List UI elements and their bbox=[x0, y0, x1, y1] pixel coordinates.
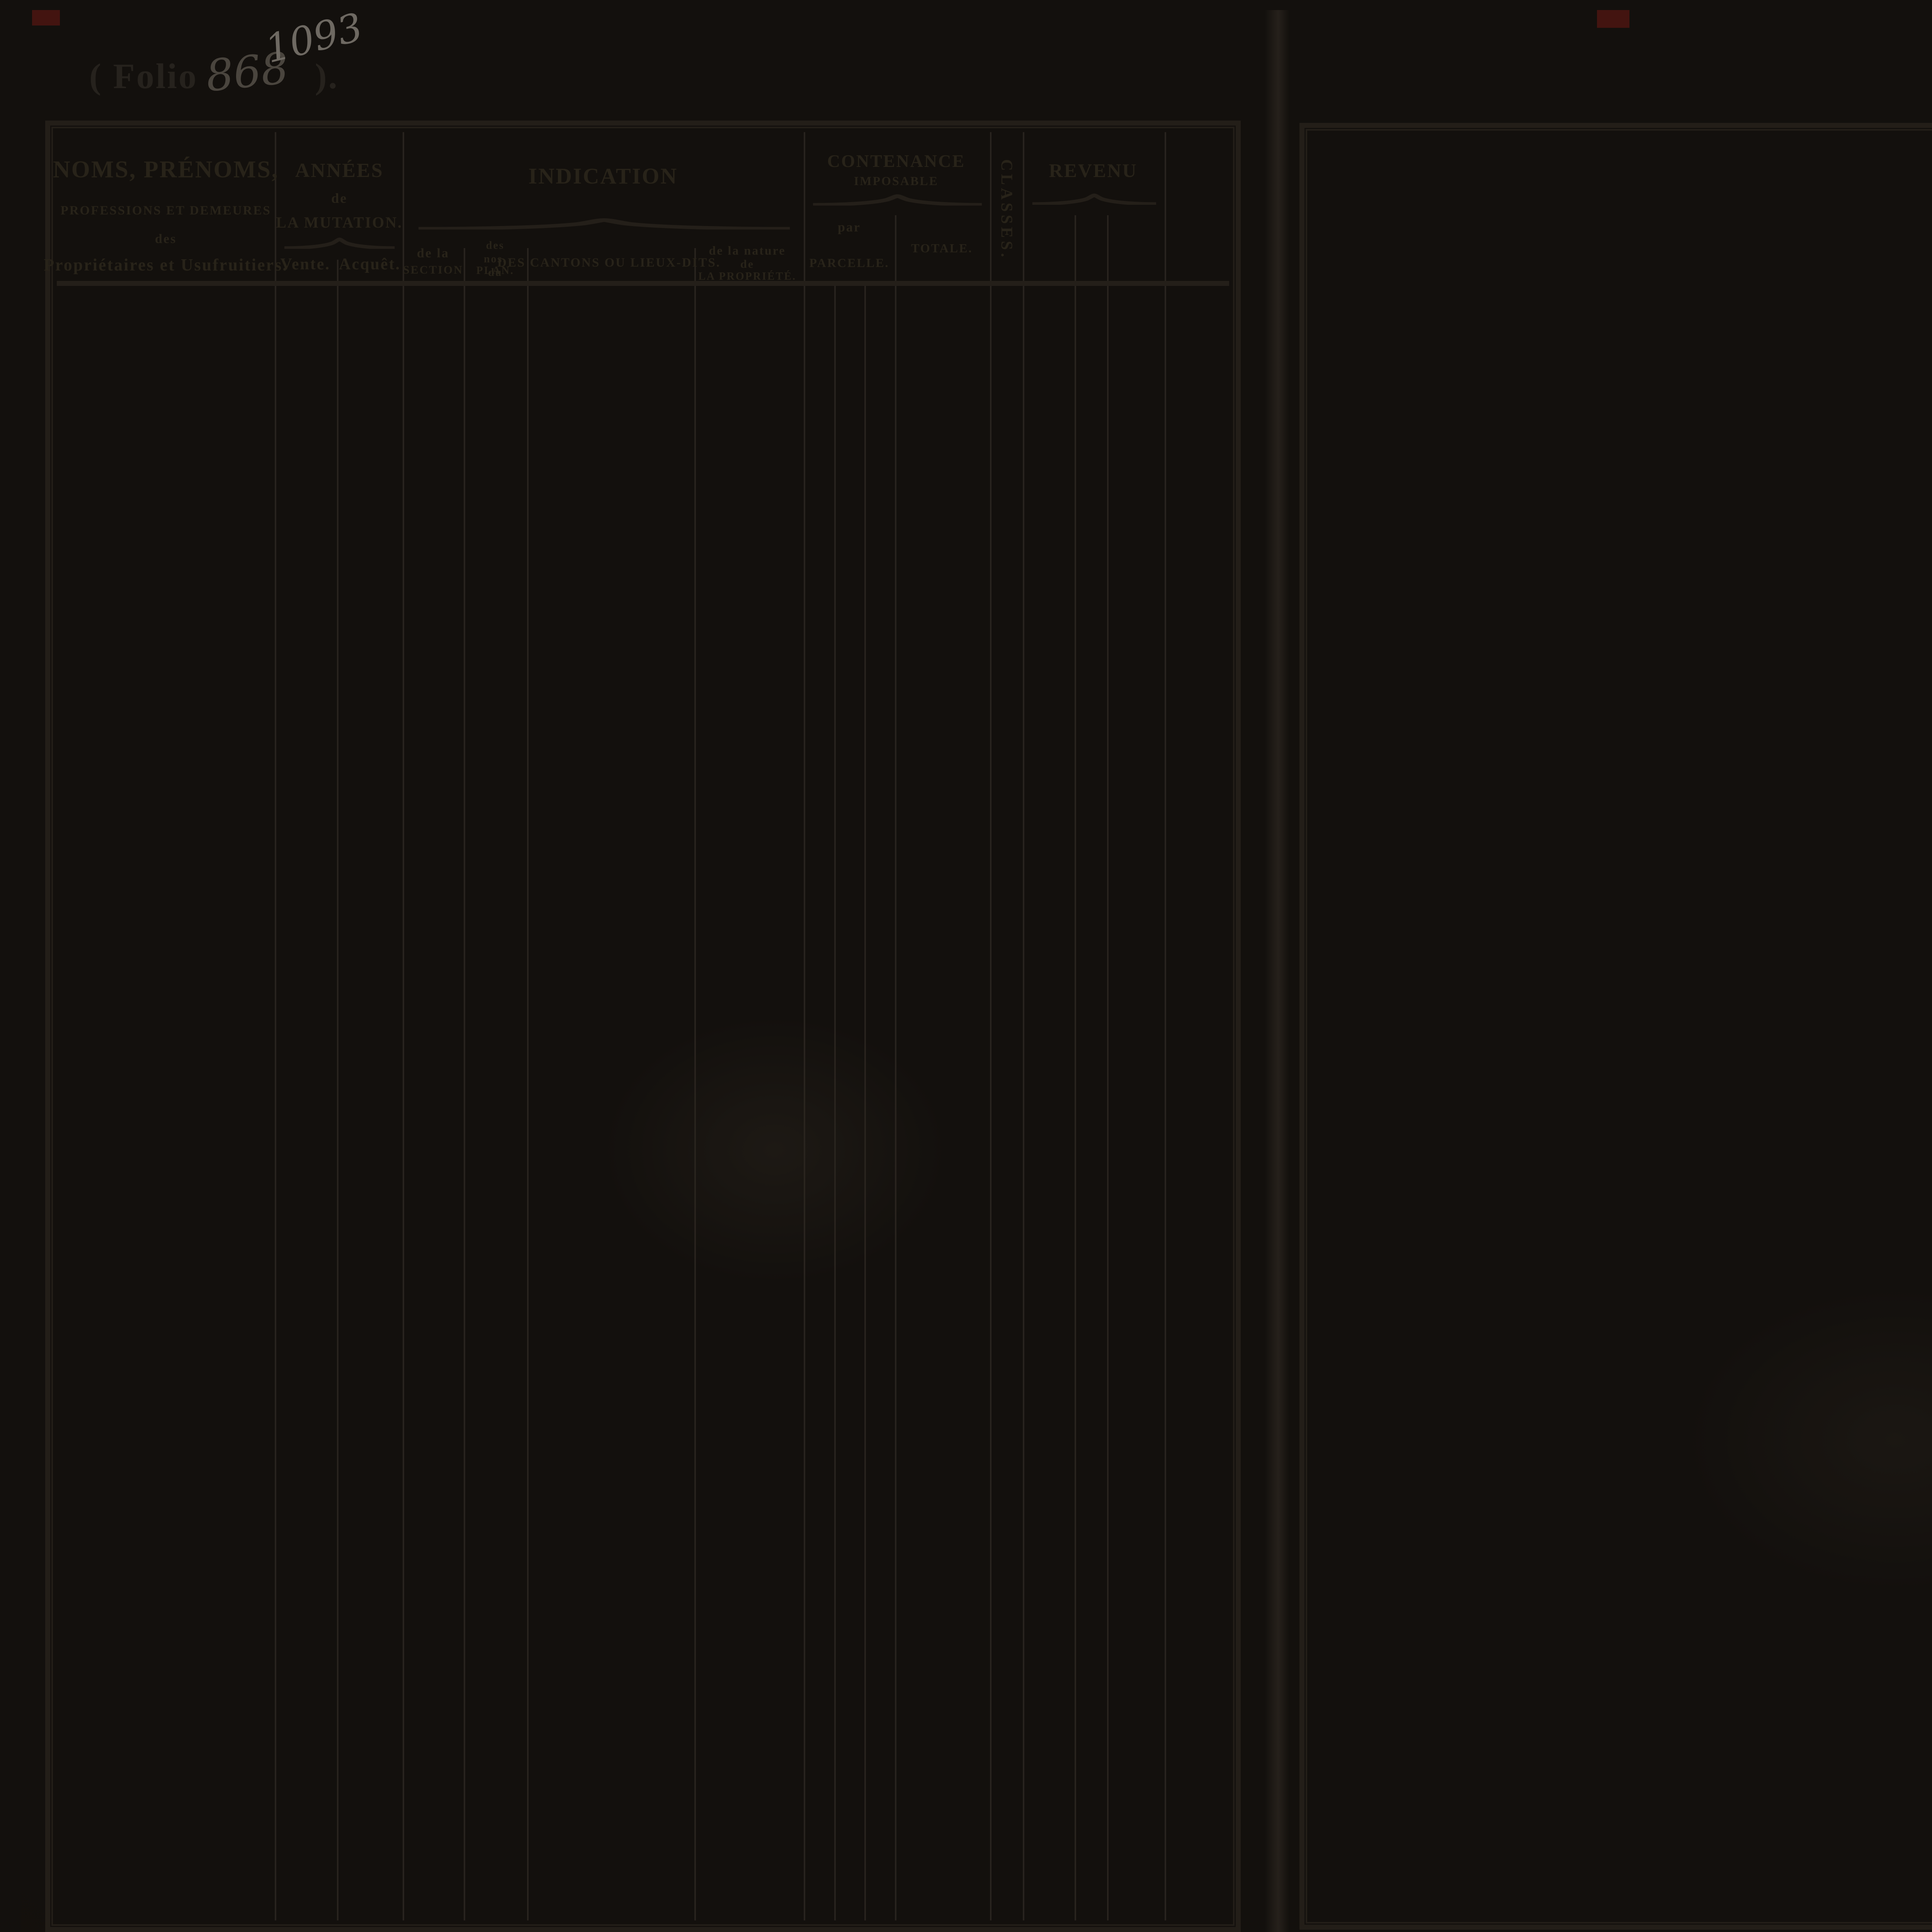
register-table-right bbox=[1299, 123, 1932, 1930]
column-divider bbox=[864, 282, 866, 1920]
col-header-annees-sub: de bbox=[331, 190, 348, 206]
col-header-section: de la bbox=[417, 246, 449, 260]
col-header-section: SECTION bbox=[403, 264, 463, 276]
col-header-nature: de bbox=[740, 258, 755, 270]
brace-curve bbox=[813, 194, 982, 207]
col-header-acquet: Acquêt. bbox=[339, 255, 401, 273]
column-divider bbox=[337, 260, 339, 1920]
col-header-revenu: REVENU bbox=[1049, 160, 1138, 181]
column-divider bbox=[403, 132, 405, 1920]
col-header-totale: TOTALE. bbox=[911, 241, 973, 255]
col-header-contenance-sub: IMPOSABLE bbox=[854, 174, 939, 188]
column-divider bbox=[1074, 215, 1076, 1920]
book-spread: ( Folio 868 1093 ). ( Folio 869 558 ). N… bbox=[21, 4, 1932, 1932]
table-body-right bbox=[1311, 134, 1932, 1918]
col-header-names-sub: des bbox=[155, 232, 177, 246]
column-divider bbox=[990, 132, 992, 1920]
col-header-annees: ANNÉES bbox=[295, 160, 384, 182]
revenu-brace bbox=[1030, 193, 1159, 206]
folio-label-close: ). bbox=[315, 56, 339, 96]
binding-mark bbox=[1597, 10, 1629, 28]
column-divider bbox=[1107, 215, 1109, 1920]
register-table-left: NOMS, PRÉNOMS, PROFESSIONS ET DEMEURES des… bbox=[44, 121, 1241, 1932]
col-header-plan: PLAN. bbox=[476, 265, 514, 277]
table-inner-border: NOMS, PRÉNOMS, PROFESSIONS ET DEMEURES des… bbox=[44, 127, 1235, 1926]
col-header-names-sub: PROFESSIONS ET DEMEURES bbox=[60, 204, 271, 218]
col-header-nature: LA PROPRIÉTÉ. bbox=[698, 270, 796, 282]
col-header-plan: nos. bbox=[483, 253, 507, 265]
col-header-plan: des bbox=[486, 240, 505, 252]
brace-curve bbox=[1032, 193, 1156, 206]
binding-mark bbox=[32, 10, 60, 26]
col-header-names-sub: Propriétaires et Usufruitiers. bbox=[44, 255, 288, 274]
annees-brace bbox=[282, 237, 397, 250]
column-divider bbox=[834, 282, 836, 1920]
paper-stain bbox=[601, 1015, 949, 1285]
col-header-plan: du bbox=[488, 267, 503, 279]
col-header-vente: Vente. bbox=[280, 255, 331, 273]
col-header-par-parcelle: PARCELLE. bbox=[809, 256, 889, 270]
column-divider bbox=[527, 248, 529, 1920]
folio-label: ( Folio bbox=[89, 56, 198, 96]
col-header-annees-sub: LA MUTATION. bbox=[276, 214, 403, 231]
brace-curve bbox=[284, 237, 395, 250]
column-divider bbox=[1165, 132, 1167, 1920]
brace-curve bbox=[418, 218, 790, 231]
column-divider bbox=[1023, 132, 1025, 1920]
col-header-indication: INDICATION bbox=[528, 163, 678, 189]
indication-brace bbox=[411, 218, 798, 231]
col-header-names: NOMS, PRÉNOMS, bbox=[53, 156, 279, 183]
col-header-nature: de la nature bbox=[709, 243, 786, 257]
folio-number-pencil: 1093 bbox=[260, 4, 367, 72]
col-header-par-parcelle: par bbox=[837, 220, 861, 235]
header-units-rule bbox=[57, 281, 1229, 286]
column-divider bbox=[803, 132, 805, 1920]
col-header-classes: CLASSES. bbox=[997, 159, 1015, 260]
corner-shadow bbox=[21, 1855, 122, 1932]
column-divider bbox=[694, 248, 696, 1920]
book-gutter bbox=[1265, 10, 1289, 1932]
table-body-left: NOMS, PRÉNOMS, PROFESSIONS ET DEMEURES des… bbox=[44, 132, 1229, 1920]
col-header-contenance: CONTENANCE bbox=[827, 151, 965, 171]
col-header-cantons: DES CANTONS OU LIEUX-DITS. bbox=[497, 256, 721, 270]
column-divider bbox=[463, 248, 465, 1920]
column-divider bbox=[275, 132, 277, 1920]
table-inner-border bbox=[1306, 129, 1932, 1923]
column-divider bbox=[895, 215, 897, 1920]
contenance-brace bbox=[810, 194, 985, 207]
